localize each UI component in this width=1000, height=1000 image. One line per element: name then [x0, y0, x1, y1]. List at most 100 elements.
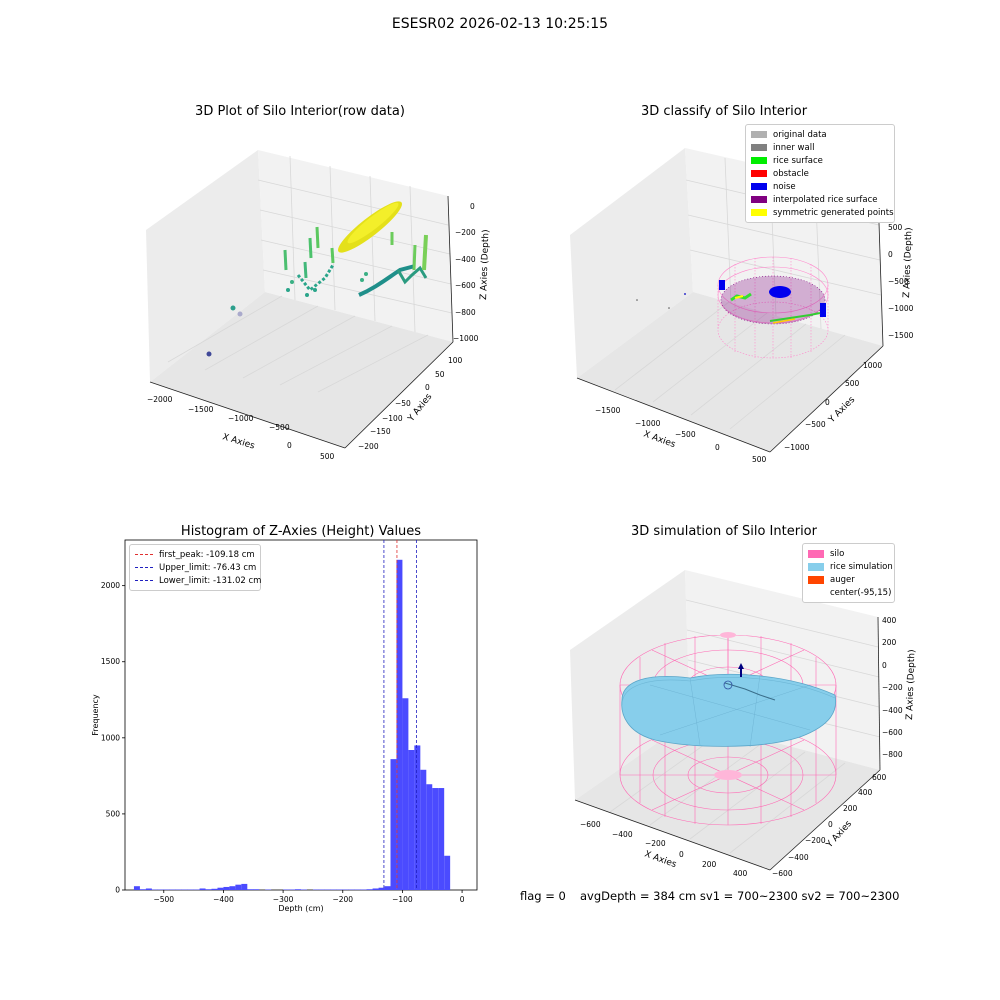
lower-limit-swatch: [135, 580, 153, 581]
histogram-bar: [366, 889, 373, 890]
panel1-xtick-3: −500: [269, 423, 290, 432]
panel2-xtick-2: −500: [675, 430, 696, 439]
panel4-ytick-4: −200: [805, 836, 826, 845]
panel4-ztick-6: −800: [882, 750, 903, 759]
panel4-center-marker: [723, 680, 733, 690]
histogram-xtick-label: −400: [213, 895, 234, 904]
panel2-ytick-2: 0: [825, 398, 830, 407]
histogram-reference-lines: [383, 540, 417, 890]
legend-item: symmetric generated points: [751, 206, 894, 219]
panel4-ytick-2: 200: [843, 804, 858, 813]
panel1-ytick-1: 50: [435, 370, 445, 379]
histogram-y-ticks: 0 500 1000 1500 2000: [101, 581, 125, 895]
panel2-ytick-0: 1000: [863, 361, 882, 370]
legend-item: rice simulation: [808, 560, 893, 573]
histogram-bar: [247, 889, 254, 890]
histogram-bar: [408, 750, 415, 890]
histogram-bar: [295, 889, 301, 890]
panel4-title: 3D simulation of Silo Interior: [631, 524, 817, 539]
legend-item: original data: [751, 128, 889, 141]
legend-label: silo: [830, 548, 845, 559]
legend-label: noise: [773, 181, 796, 192]
stats-text: avgDepth = 384 cm sv1 = 700~2300 sv2 = 7…: [580, 889, 900, 903]
swatch-symmetric-generated-points: [751, 209, 767, 216]
histogram-x-ticks: −500 −400 −300 −200 −100 0: [153, 890, 465, 904]
histogram-bar: [241, 883, 248, 890]
legend-label: auger: [830, 574, 855, 585]
histogram-bar: [384, 886, 391, 890]
histogram-bar: [223, 886, 230, 890]
panel2-ztick-1: 0: [888, 250, 893, 259]
swatch-noise: [751, 183, 767, 190]
panel2-floor-pane: [577, 292, 883, 452]
panel1-3d-plot: −2000 −1500 −1000 −500 0 500 100 50 0 −5…: [146, 150, 490, 460]
panel2-xtick-1: −1000: [635, 419, 661, 428]
swatch-original-data: [751, 131, 767, 138]
histogram-bar: [420, 769, 427, 890]
swatch-rice-surface: [751, 157, 767, 164]
panel4-ytick-3: 0: [828, 820, 833, 829]
panel2-ztick-2: −500: [888, 277, 909, 286]
panel4-xlabel: X Axies: [643, 849, 678, 870]
panel4-ztick-3: −200: [882, 683, 903, 692]
histogram-xtick-label: −300: [273, 895, 294, 904]
panel1-ztick-2: −400: [455, 255, 476, 264]
panel1-ytick-6: −200: [358, 442, 379, 451]
panel1-ztick-1: −200: [455, 228, 476, 237]
panel1-ytick-3: −50: [395, 399, 411, 408]
histogram-bar: [402, 698, 409, 890]
legend-item: first_peak: -109.18 cm: [135, 548, 255, 561]
panel2-xtick-4: 500: [752, 455, 767, 464]
panel1-left-pane: [146, 150, 265, 382]
legend-item: auger: [808, 573, 889, 586]
panel4-legend: silo rice simulation auger center(-95,15…: [802, 543, 895, 603]
panel2-interpolated-surface: [721, 276, 825, 324]
panel2-left-pane: [570, 148, 693, 378]
panel1-xtick-0: −2000: [147, 395, 173, 404]
panel1-ytick-0: 100: [448, 356, 463, 365]
panel2-ylabel: Y Axies: [826, 395, 857, 426]
swatch-inner-wall: [751, 144, 767, 151]
panel4-xtick-4: 200: [702, 860, 717, 869]
figure-title: ESESR02 2026-02-13 10:25:15: [391, 16, 609, 32]
legend-label: Upper_limit: -76.43 cm: [159, 562, 257, 573]
panel4-ztick-0: 400: [882, 616, 897, 625]
legend-item: inner wall: [751, 141, 889, 154]
histogram-ylabel: Frequency: [91, 694, 100, 736]
panel2-title: 3D classify of Silo Interior: [640, 104, 808, 119]
swatch-interpolated-rice-surface: [751, 196, 767, 203]
legend-item: Lower_limit: -131.02 cm: [135, 574, 261, 587]
histogram-bar: [199, 888, 206, 890]
histogram-bar: [432, 788, 439, 890]
legend-item: rice surface: [751, 154, 889, 167]
panel1-ytick-4: −100: [382, 414, 403, 423]
panel4-3d-plot: −600 −400 −200 0 200 400 600 400 200 0 −…: [570, 570, 917, 878]
panel4-xtick-2: −200: [645, 839, 666, 848]
histogram-bar: [372, 888, 379, 890]
histogram-ytick-label: 500: [106, 809, 121, 818]
histogram-bar: [217, 887, 224, 890]
legend-item: interpolated rice surface: [751, 193, 889, 206]
legend-item: silo: [808, 547, 889, 560]
histogram-bar: [426, 784, 433, 890]
panel1-xlabel: X Axies: [221, 432, 256, 451]
panel1-ztick-0: 0: [470, 202, 475, 211]
swatch-silo: [808, 549, 824, 558]
histogram-xtick-label: −200: [332, 895, 353, 904]
histogram-bar: [211, 888, 218, 890]
panel4-ytick-6: −600: [772, 869, 793, 878]
legend-label: interpolated rice surface: [773, 194, 878, 205]
panel2-ztick-0: 500: [888, 223, 903, 232]
histogram-xtick-label: −500: [153, 895, 174, 904]
histogram-xlabel: Depth (cm): [278, 904, 323, 913]
panel4-ytick-5: −400: [788, 853, 809, 862]
panel1-zlabel: Z Axies (Depth): [479, 229, 490, 300]
panel1-grid: [167, 155, 453, 393]
flag-text: flag = 0: [520, 889, 566, 903]
histogram-xtick-label: 0: [460, 895, 465, 904]
legend-label: rice surface: [773, 155, 823, 166]
legend-label: Lower_limit: -131.02 cm: [159, 575, 262, 586]
panel2-ztick-3: −1000: [888, 304, 914, 313]
upper-limit-swatch: [135, 567, 153, 568]
panel4-silo-bottom-center: [714, 770, 742, 780]
